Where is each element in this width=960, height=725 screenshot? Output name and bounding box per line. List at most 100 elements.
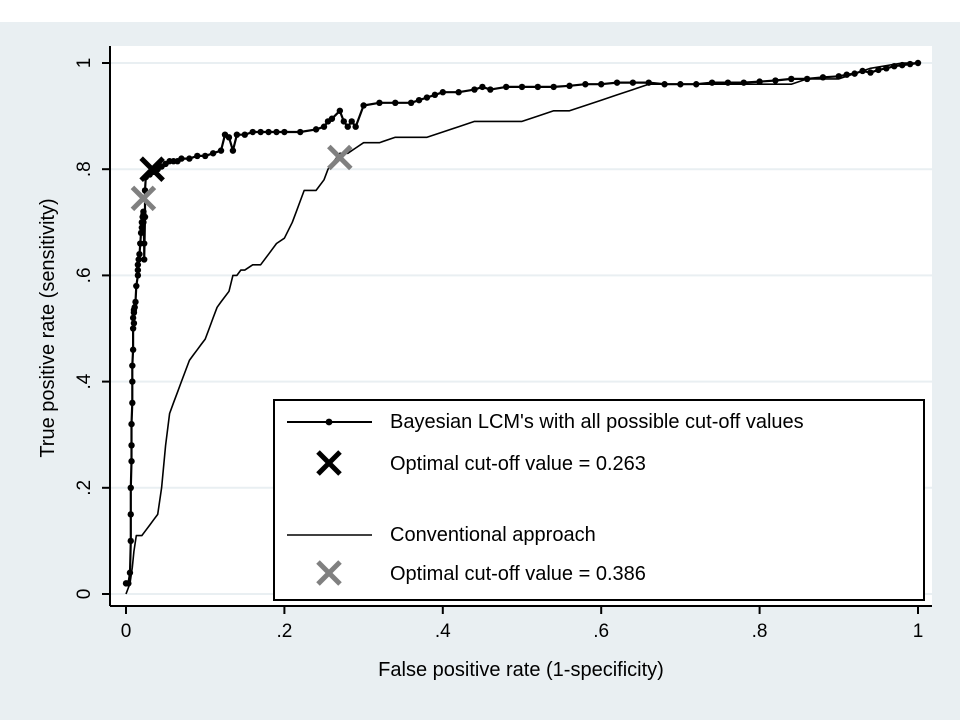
data-point (629, 79, 637, 86)
data-point (131, 304, 138, 311)
x-tick-label: .2 (276, 621, 292, 642)
data-point (376, 99, 383, 107)
data-point (129, 325, 137, 332)
data-point (141, 256, 148, 263)
x-tick-label: 1 (913, 621, 924, 642)
data-point (348, 118, 355, 125)
data-point (186, 155, 193, 162)
series-layer (122, 59, 922, 595)
data-point (265, 128, 272, 136)
data-point (320, 123, 328, 130)
data-point (129, 378, 136, 385)
legend-label-optimal-conventional: Optimal cut-off value = 0.386 (390, 563, 646, 585)
y-tick-label: .8 (74, 161, 95, 177)
legend-cross-black-stroke-b (316, 450, 342, 476)
data-point (360, 102, 367, 109)
data-point (479, 83, 486, 91)
data-point (141, 213, 149, 221)
optimal-marker-2-stroke-b (327, 144, 353, 171)
legend-label-bayesian: Bayesian LCM's with all possible cut-off… (390, 411, 804, 433)
data-point (136, 250, 143, 258)
data-point (906, 60, 914, 68)
legend-dot-bayesian (325, 418, 333, 426)
data-point (134, 261, 142, 268)
data-point (336, 107, 344, 114)
data-point (127, 484, 134, 491)
data-point (772, 77, 779, 84)
data-point (128, 442, 135, 449)
data-point (455, 89, 462, 96)
data-point (217, 147, 225, 154)
data-point (273, 128, 280, 136)
data-point (756, 78, 763, 85)
data-point (487, 86, 494, 93)
axes (102, 46, 932, 614)
data-point (249, 128, 256, 136)
data-point (297, 128, 304, 136)
data-point (134, 272, 142, 279)
data-point (788, 75, 795, 83)
data-point (392, 99, 399, 107)
markers-layer (130, 144, 353, 212)
data-point (127, 511, 134, 518)
legend-cross-gray-stroke-b (316, 560, 342, 586)
optimal-marker-0 (139, 156, 165, 182)
data-point (875, 66, 882, 74)
data-point (550, 83, 557, 91)
data-point (135, 256, 142, 263)
optimal-marker-0-stroke-b (139, 156, 165, 182)
data-point (598, 81, 605, 88)
data-point (128, 458, 135, 465)
series-line-conventional (125, 62, 918, 595)
data-point (257, 128, 264, 136)
optimal-marker-1 (130, 185, 157, 212)
data-point (225, 134, 233, 141)
data-point (129, 314, 137, 322)
y-tick-label: 0 (74, 589, 95, 600)
data-point (129, 346, 137, 353)
y-axis-label: True positive rate (sensitivity) (37, 198, 59, 457)
data-point (134, 266, 142, 274)
data-point (129, 399, 136, 407)
data-point (202, 152, 209, 160)
legend-cross-black (316, 450, 342, 476)
data-point (138, 224, 146, 231)
data-point (613, 79, 621, 86)
data-point (518, 83, 526, 91)
data-point (229, 147, 237, 154)
data-point (133, 282, 140, 290)
data-point (344, 123, 351, 130)
data-point (439, 89, 446, 96)
data-point (130, 319, 138, 327)
data-point (502, 83, 510, 91)
data-point (582, 81, 589, 88)
legend-box (273, 399, 925, 601)
x-axis-label: False positive rate (1-specificity) (378, 659, 664, 681)
legend-cross-gray (316, 560, 342, 586)
y-tick-label: .4 (74, 373, 95, 389)
data-point (407, 99, 415, 107)
data-point (127, 537, 134, 545)
data-point (312, 126, 320, 133)
optimal-marker-1-stroke-b (130, 185, 157, 212)
data-point (141, 240, 148, 247)
optimal-marker-2 (327, 144, 353, 171)
legend: Bayesian LCM's with all possible cut-off… (273, 399, 925, 601)
x-tick-label: .4 (435, 621, 451, 642)
data-point (566, 82, 573, 90)
x-tick-label: 0 (121, 621, 132, 642)
data-point (328, 115, 336, 122)
legend-label-optimal-bayesian: Optimal cut-off value = 0.263 (390, 453, 646, 475)
data-point (140, 208, 147, 215)
y-tick-label: 1 (74, 58, 95, 69)
data-point (194, 152, 201, 160)
y-tick-label: .6 (74, 267, 95, 283)
data-point (534, 83, 542, 91)
data-point (471, 86, 478, 93)
data-point (340, 118, 347, 125)
x-tick-label: .8 (752, 621, 768, 642)
data-point (431, 91, 439, 99)
data-point (867, 69, 874, 76)
